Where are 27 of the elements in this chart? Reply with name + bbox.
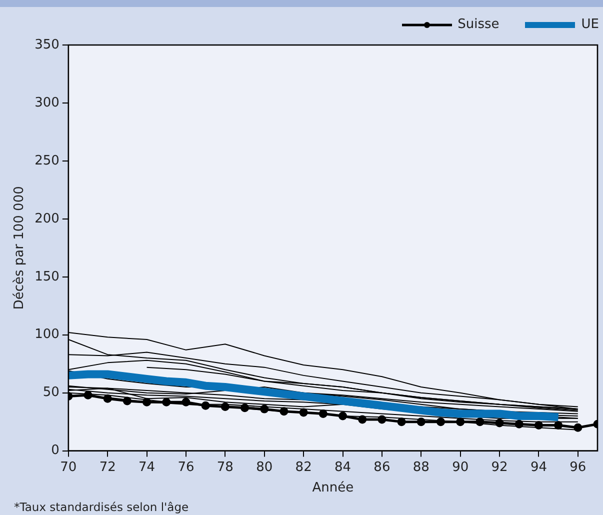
x-tick-label: 96 <box>570 460 586 475</box>
y-tick-label: 0 <box>51 443 60 458</box>
x-tick-label: 80 <box>256 460 273 475</box>
x-tick-label: 92 <box>491 460 508 475</box>
y-tick-label: 150 <box>34 269 60 284</box>
y-tick-label: 300 <box>34 95 60 110</box>
x-axis-title: Année <box>312 480 354 496</box>
x-tick-label: 70 <box>60 460 77 475</box>
y-tick-label: 50 <box>42 385 60 400</box>
x-tick-label: 72 <box>99 460 116 475</box>
legend-label: UE <box>581 17 599 32</box>
x-tick-label: 74 <box>138 460 156 475</box>
x-tick-label: 82 <box>295 460 312 475</box>
text: *Taux standardisés selon l'âge <box>14 500 189 514</box>
x-tick-label: 90 <box>452 460 469 475</box>
x-tick-label: 94 <box>530 460 547 475</box>
x-tick-label: 76 <box>178 460 194 475</box>
y-tick-label: 250 <box>34 153 60 168</box>
x-tick-label: 78 <box>216 460 234 475</box>
x-tick-label: 84 <box>334 460 352 475</box>
y-axis-title: Décès par 100 000 <box>12 186 28 310</box>
y-tick-label: 200 <box>34 211 60 226</box>
y-tick-label: 350 <box>34 37 60 52</box>
x-tick-label: 86 <box>374 460 390 475</box>
y-tick-label: 100 <box>34 327 60 342</box>
legend-label: Suisse <box>458 17 500 32</box>
x-tick-label: 88 <box>412 460 430 475</box>
